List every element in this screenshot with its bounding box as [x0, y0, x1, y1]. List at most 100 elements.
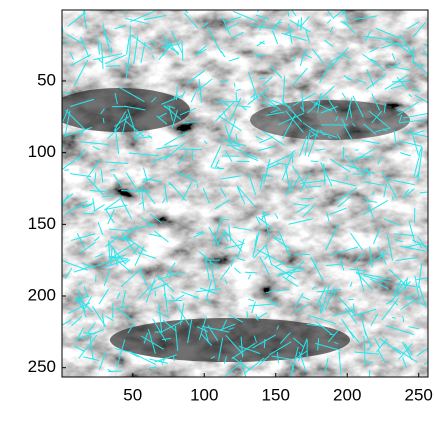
overlay-line [382, 342, 387, 344]
overlay-line [356, 267, 365, 292]
overlay-line [228, 314, 244, 323]
overlay-line [93, 204, 105, 212]
overlay-line [116, 339, 126, 368]
overlay-line [67, 13, 85, 27]
overlay-line [265, 288, 290, 293]
overlay-line [71, 233, 96, 241]
overlay-line [124, 105, 146, 111]
overlay-line [351, 308, 377, 317]
overlay-line [278, 230, 291, 257]
overlay-line [259, 41, 266, 45]
overlay-line [251, 301, 256, 314]
overlay-line [181, 90, 186, 99]
overlay-line [187, 319, 193, 344]
overlay-line [133, 129, 145, 139]
overlay-line [383, 128, 388, 132]
overlay-line [196, 183, 199, 189]
overlay-line [315, 148, 326, 152]
overlay-line [291, 10, 297, 17]
overlay-line [341, 318, 355, 339]
overlay-line [154, 230, 169, 243]
overlay-line [376, 338, 388, 353]
overlay-line [247, 274, 252, 280]
overlay-line [379, 337, 401, 355]
overlay-line [316, 288, 342, 293]
overlay-line [255, 14, 269, 20]
overlay-line [353, 15, 378, 21]
overlay-line [206, 297, 210, 304]
overlay-line [241, 105, 247, 111]
overlay-line [161, 337, 171, 341]
overlay-line [334, 341, 339, 345]
overlay-line [232, 10, 259, 23]
overlay-line [108, 228, 130, 232]
overlay-line [306, 323, 324, 327]
overlay-line [98, 351, 107, 371]
overlay-line [164, 105, 182, 120]
overlay-line [223, 229, 243, 253]
overlay-line [409, 127, 420, 156]
overlay-line [310, 100, 333, 112]
overlay-line [271, 355, 292, 360]
overlay-line [388, 268, 408, 287]
overlay-line [156, 115, 168, 125]
overlay-line [355, 271, 374, 291]
overlay-line [134, 246, 145, 267]
overlay-line [354, 351, 380, 355]
overlay-line [127, 109, 138, 137]
overlay-line [121, 232, 138, 256]
overlay-line [309, 133, 316, 138]
overlay-line [404, 189, 410, 196]
overlay-line [224, 16, 242, 22]
overlay-line [259, 256, 271, 276]
overlay-line [231, 342, 256, 360]
overlay-line [181, 40, 184, 61]
overlay-line [235, 88, 241, 92]
overlay-line [218, 115, 242, 132]
overlay-line [231, 146, 259, 159]
overlay-line [366, 199, 377, 203]
overlay-line [222, 231, 229, 242]
overlay-line [62, 40, 69, 44]
overlay-line [248, 303, 278, 307]
overlay-line [198, 78, 202, 104]
overlay-line [254, 51, 259, 59]
overlay-line [230, 255, 235, 267]
overlay-line [343, 10, 349, 24]
overlay-line [78, 334, 98, 359]
overlay-line [78, 289, 87, 318]
overlay-line [292, 337, 305, 348]
overlay-line [202, 187, 210, 204]
overlay-line [105, 161, 128, 165]
overlay-line [87, 178, 104, 196]
overlay-line [134, 136, 152, 140]
overlay-line [393, 347, 418, 363]
overlay-line [137, 251, 156, 259]
overlay-line [288, 23, 293, 45]
overlay-line [266, 162, 281, 170]
overlay-line [127, 323, 135, 334]
overlay-line [402, 131, 428, 138]
overlay-line [304, 132, 311, 156]
overlay-line [195, 78, 213, 93]
overlay-line [419, 191, 428, 194]
overlay-line [149, 40, 157, 45]
overlay-line [105, 315, 115, 322]
overlay-line [423, 362, 428, 365]
overlay-line [109, 168, 116, 171]
overlay-line [289, 175, 301, 194]
overlay-line [362, 139, 380, 145]
overlay-line [274, 213, 279, 219]
overlay-line [282, 76, 286, 105]
overlay-line [412, 87, 421, 93]
overlay-line [103, 268, 111, 286]
overlay-line [310, 128, 338, 138]
overlay-line [173, 294, 185, 302]
overlay-line [73, 265, 94, 273]
overlay-line [320, 161, 333, 187]
overlay-line [265, 245, 273, 265]
overlay-line [186, 69, 206, 84]
overlay-line [292, 92, 317, 106]
overlay-line [167, 105, 176, 109]
